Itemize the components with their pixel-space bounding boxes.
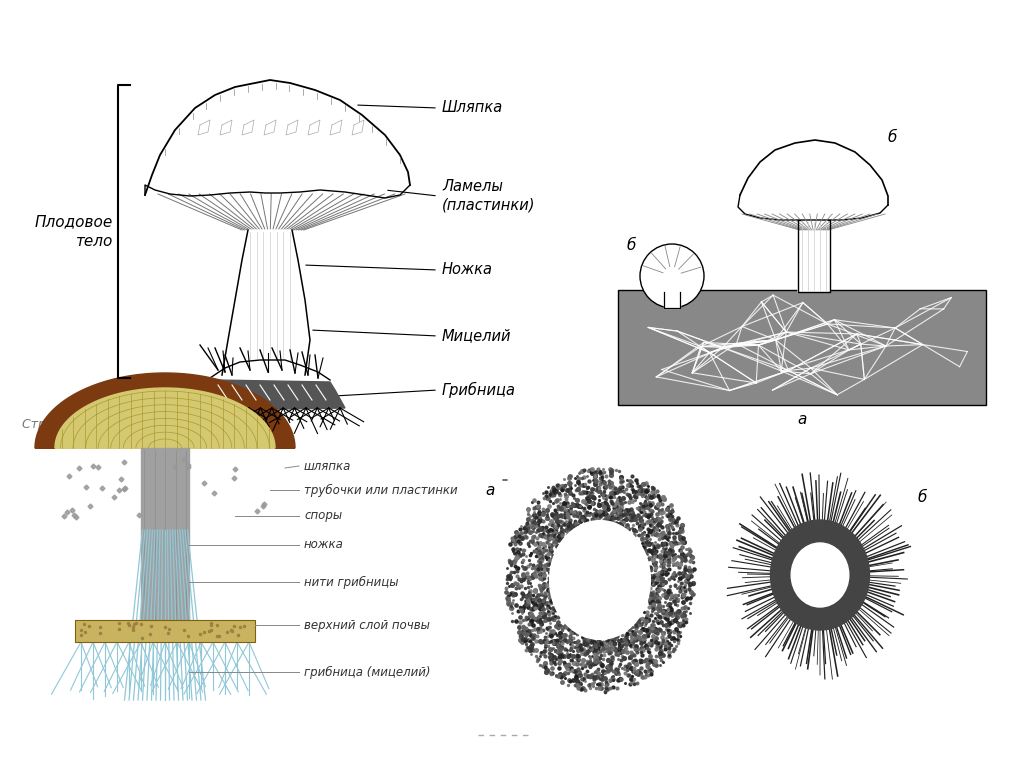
Text: Грибница: Грибница bbox=[442, 382, 516, 398]
Bar bbox=[618, 290, 986, 405]
Polygon shape bbox=[222, 230, 310, 375]
Text: верхний слой почвы: верхний слой почвы bbox=[304, 618, 430, 631]
Text: ножка: ножка bbox=[304, 538, 344, 551]
Text: Ламелы
(пластинки): Ламелы (пластинки) bbox=[442, 179, 536, 212]
Polygon shape bbox=[798, 220, 830, 292]
Ellipse shape bbox=[792, 543, 849, 607]
Text: споры: споры bbox=[304, 509, 342, 522]
Text: б: б bbox=[627, 238, 636, 252]
Ellipse shape bbox=[500, 463, 700, 697]
Text: грибница (мицелий): грибница (мицелий) bbox=[304, 666, 430, 679]
Polygon shape bbox=[145, 80, 410, 198]
Polygon shape bbox=[664, 292, 680, 308]
Text: б: б bbox=[888, 130, 897, 146]
Text: а: а bbox=[798, 412, 807, 427]
Text: Мицелий: Мицелий bbox=[442, 328, 512, 344]
Text: Шляпка: Шляпка bbox=[442, 100, 503, 116]
Text: шляпка: шляпка bbox=[304, 459, 351, 472]
Polygon shape bbox=[35, 373, 295, 448]
Text: трубочки или пластинки: трубочки или пластинки bbox=[304, 483, 458, 496]
Polygon shape bbox=[141, 448, 189, 625]
Text: нити грибницы: нити грибницы bbox=[304, 575, 398, 588]
Text: Строение шляпочного гриба: Строение шляпочного гриба bbox=[22, 418, 211, 431]
Ellipse shape bbox=[770, 520, 869, 630]
Polygon shape bbox=[55, 388, 275, 448]
Text: Плодовое
тело: Плодовое тело bbox=[35, 214, 113, 249]
Text: Ножка: Ножка bbox=[442, 262, 493, 278]
Ellipse shape bbox=[550, 521, 650, 640]
Text: а: а bbox=[485, 483, 495, 498]
Polygon shape bbox=[210, 360, 330, 390]
Text: б: б bbox=[918, 490, 928, 505]
Polygon shape bbox=[738, 140, 888, 220]
Polygon shape bbox=[210, 380, 345, 410]
Ellipse shape bbox=[723, 468, 918, 683]
Bar bbox=[75, 620, 255, 642]
Circle shape bbox=[640, 244, 705, 308]
